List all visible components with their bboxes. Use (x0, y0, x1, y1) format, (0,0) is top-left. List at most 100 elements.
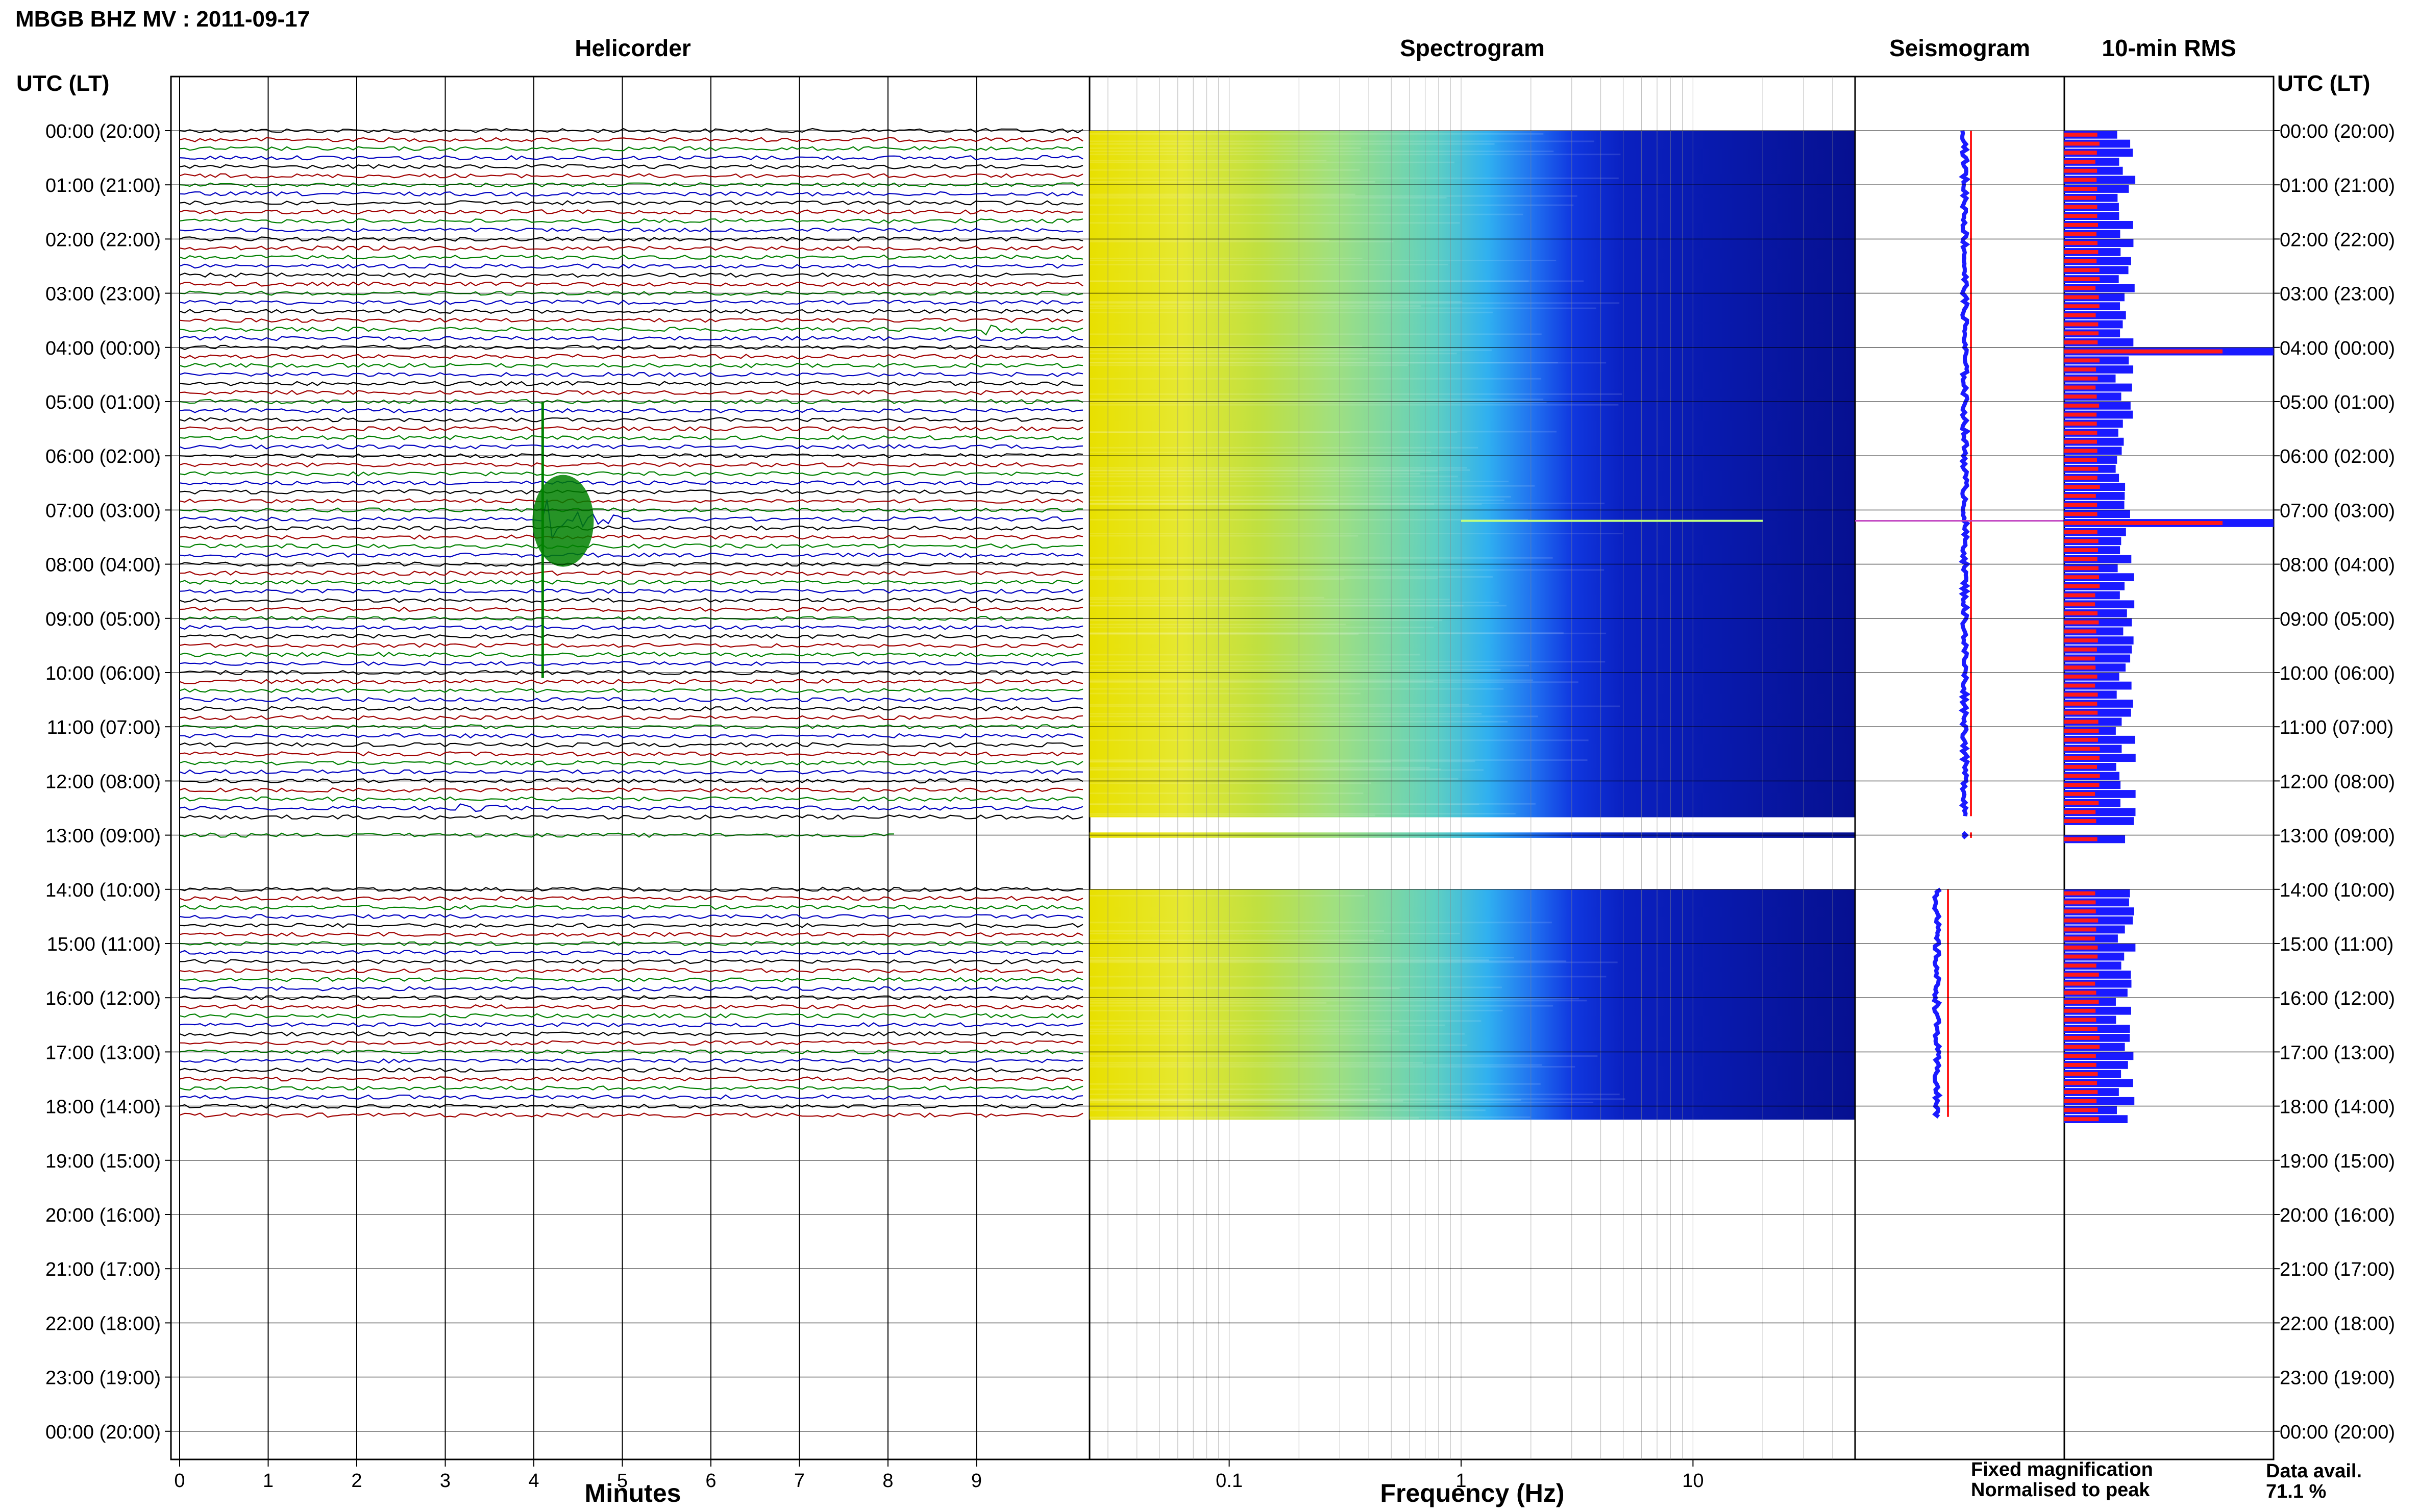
hour-label-left: 12:00 (08:00) (45, 771, 161, 792)
spectrogram-texture (1090, 499, 1338, 501)
seismogram-title: Seismogram (1889, 35, 2030, 61)
spectrogram-texture (1090, 619, 1443, 622)
hour-label-left: 01:00 (21:00) (45, 175, 161, 196)
helicorder-frame (170, 76, 1091, 1460)
spectrogram-texture (1090, 987, 1400, 989)
hour-label-left: 22:00 (18:00) (45, 1313, 161, 1334)
helicorder-trace (179, 751, 1083, 757)
helicorder-trace (179, 354, 1083, 359)
helicorder-trace (179, 444, 1083, 450)
rms-bar-normalised (2064, 521, 2223, 525)
spectrogram-texture (1090, 922, 1552, 924)
helicorder-panel (170, 76, 1091, 1460)
spectrogram-texture (1090, 503, 1482, 505)
rms-bar-normalised (2064, 376, 2098, 381)
spectrogram-texture (1090, 364, 1408, 366)
rms-bar-normalised (2064, 557, 2097, 561)
rms-bar-normalised (2064, 160, 2095, 164)
rms-bar-normalised (2064, 394, 2097, 399)
spectrogram-texture (1090, 705, 1620, 707)
helicorder-trace (179, 498, 1083, 504)
spectrogram-texture (1090, 499, 1504, 501)
helicorder-trace (179, 803, 1083, 812)
spectrogram-texture (1090, 1099, 1521, 1101)
helicorder-trace (179, 652, 1083, 657)
spectrogram-texture (1090, 1064, 1542, 1066)
rms-bar-normalised (2064, 385, 2096, 390)
helicorder-trace (179, 688, 1083, 693)
helicorder-trace (179, 525, 1083, 531)
spectrogram-texture (1090, 333, 1542, 335)
rms-bar-normalised (2064, 891, 2095, 896)
rms-bar-normalised (2064, 737, 2099, 742)
rms-bar-normalised (2064, 729, 2099, 733)
helicorder-trace (179, 191, 1083, 197)
spectrogram-texture (1090, 769, 1441, 771)
rms-bar-normalised (2064, 918, 2099, 923)
helicorder-title: Helicorder (575, 35, 691, 61)
rms-bar-normalised (2064, 222, 2099, 227)
spectrogram-texture (1090, 257, 1363, 259)
rms-bar-normalised (2064, 259, 2097, 263)
hour-label-right: 15:00 (11:00) (2280, 934, 2393, 955)
spectrogram-texture (1090, 605, 1507, 607)
spectrogram-texture (1090, 1109, 1486, 1111)
helicorder-trace (179, 453, 1083, 459)
spectrogram-texture (1090, 624, 1346, 626)
helicorder-trace (179, 408, 1083, 413)
helicorder-trace (179, 796, 1083, 802)
rms-bar-normalised (2064, 620, 2099, 625)
hour-label-right: 18:00 (14:00) (2280, 1097, 2395, 1118)
spectrogram-texture (1090, 633, 1359, 635)
spectrogram-texture (1090, 960, 1567, 962)
spectrogram-texture (1090, 1098, 1625, 1100)
hour-labels: 00:00 (20:00) 00:00 (20:00) 01:00 (21:00) 0… (45, 121, 2395, 1443)
rms-bar-normalised (2064, 973, 2099, 977)
spectrogram-texture (1090, 1020, 1482, 1022)
spectrogram-texture (1090, 1055, 1598, 1057)
rms-bar-normalised (2064, 647, 2097, 652)
rms-bar-normalised (2064, 313, 2096, 317)
spectrogram-texture (1090, 605, 1464, 607)
spectrogram-texture (1090, 1044, 1468, 1046)
spectrogram-texture (1090, 632, 1564, 634)
spectrogram-texture (1090, 976, 1607, 978)
helicorder-trace (179, 362, 1083, 368)
hour-label-left: 06:00 (02:00) (45, 446, 161, 467)
spectrogram-texture (1090, 378, 1542, 380)
helicorder-trace (179, 1103, 1083, 1109)
rms-bar-normalised (2064, 431, 2097, 435)
rms-bar-normalised (2064, 611, 2098, 615)
spectrogram-texture (1090, 627, 1434, 629)
spectrogram-texture (1090, 401, 1547, 403)
hour-label-left: 08:00 (04:00) (45, 555, 161, 576)
rms-bar-normalised (2064, 747, 2100, 751)
spectrogram-texture (1090, 1024, 1445, 1026)
minutes-axis-title: Minutes (585, 1479, 681, 1507)
rms-bar-normalised (2064, 449, 2097, 453)
spectrogram-texture (1090, 177, 1619, 179)
time-axis-label-right: UTC (LT) (2277, 71, 2370, 96)
rms-bar-normalised (2064, 1117, 2099, 1122)
spectrogram-texture (1090, 569, 1605, 571)
helicorder-trace (179, 1112, 1083, 1118)
rms-bar-normalised (2064, 141, 2100, 146)
hour-label-left: 19:00 (15:00) (45, 1151, 161, 1172)
rms-bar-normalised (2064, 132, 2097, 137)
rms-bar-normalised (2064, 367, 2096, 371)
helicorder-trace (179, 254, 1083, 260)
spectrogram-texture (1090, 431, 1458, 433)
rms-bar-normalised (2064, 422, 2097, 426)
spectrogram-texture (1090, 664, 1529, 666)
spectrogram-texture (1090, 557, 1553, 559)
spectrogram-texture (1090, 473, 1420, 475)
spectrogram-texture (1090, 837, 1420, 839)
rms-bar-normalised (2064, 1063, 2096, 1067)
spectrogram-texture (1090, 301, 1463, 303)
helicorder-trace (179, 209, 1083, 215)
helicorder-trace (179, 606, 1083, 612)
spectrogram-texture (1090, 1005, 1553, 1007)
rms-bar-normalised (2064, 1035, 2100, 1040)
spectrogram-texture (1090, 1030, 1399, 1032)
helicorder-trace (179, 381, 1083, 386)
